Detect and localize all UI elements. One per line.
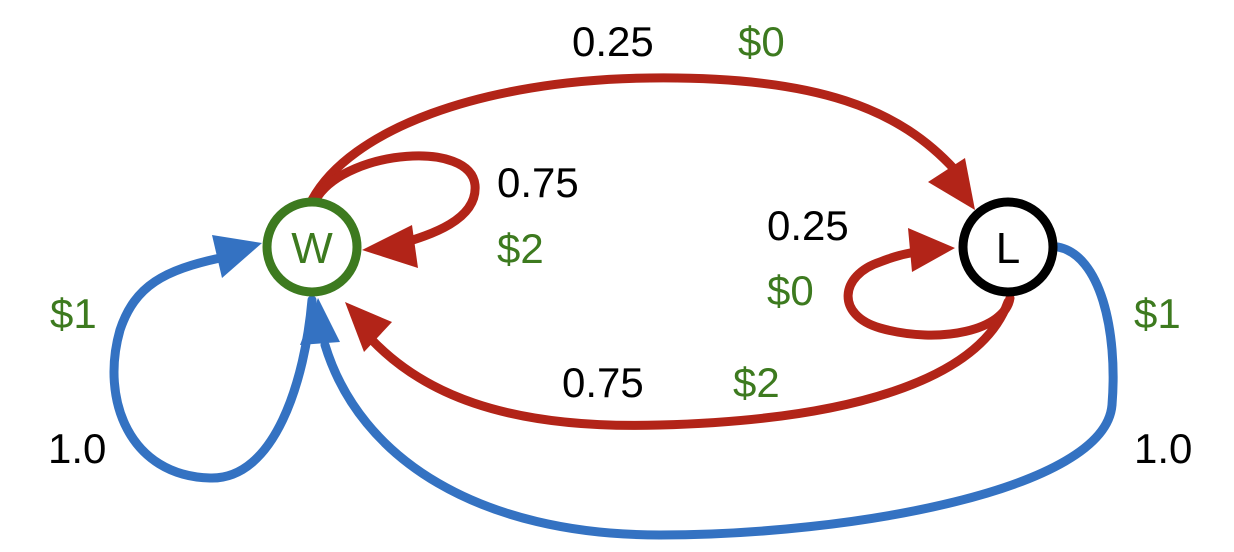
edge-w-self — [313, 151, 480, 268]
w-self-reward: $2 — [497, 225, 544, 272]
w-to-l-probability: 0.25 — [572, 18, 654, 65]
w-to-l-reward: $0 — [738, 18, 785, 65]
edge-l-to-w — [345, 297, 1013, 430]
edge-l-to-w-blue — [300, 242, 1118, 540]
node-l-label: L — [996, 224, 1020, 273]
node-w-label: W — [291, 224, 333, 273]
edge-w-to-l — [307, 73, 975, 210]
edge-w-self-blue — [109, 235, 317, 483]
arrowhead-icon — [300, 298, 340, 345]
l-to-w-probability: 0.75 — [562, 359, 644, 406]
l-to-w-blue-reward: $1 — [1134, 290, 1181, 337]
edge-l-self — [843, 228, 1015, 340]
arrowhead-icon — [212, 235, 262, 278]
arrowhead-icon — [908, 228, 955, 272]
w-self-blue-reward: $1 — [50, 290, 97, 337]
node-w: W — [262, 197, 362, 297]
l-self-probability: 0.25 — [767, 202, 849, 249]
w-self-probability: 0.75 — [497, 159, 579, 206]
arrowhead-icon — [362, 225, 418, 268]
w-self-blue-probability: 1.0 — [48, 425, 106, 472]
l-to-w-reward: $2 — [733, 359, 780, 406]
arrowhead-icon — [928, 158, 975, 210]
node-l: L — [958, 197, 1058, 297]
l-self-reward: $0 — [767, 267, 814, 314]
arrowhead-icon — [345, 302, 392, 352]
l-to-w-blue-probability: 1.0 — [1134, 425, 1192, 472]
